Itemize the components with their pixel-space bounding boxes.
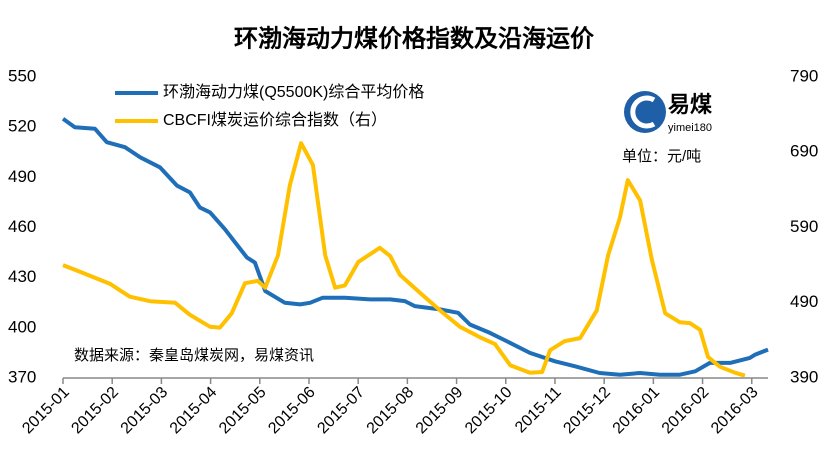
y-tick-label: 460 bbox=[8, 217, 36, 236]
y-tick-label: 370 bbox=[8, 367, 36, 386]
y-tick-label: 400 bbox=[8, 317, 36, 336]
legend-label: CBCFI煤炭运价综合指数（右） bbox=[163, 111, 387, 129]
unit-note: 单位：元/吨 bbox=[622, 148, 701, 165]
y-tick-label: 430 bbox=[8, 267, 36, 286]
x-tick-label: 2015-02 bbox=[68, 384, 122, 438]
x-tick-label: 2015-12 bbox=[560, 384, 614, 438]
y2-tick-label: 690 bbox=[790, 142, 818, 161]
x-tick-label: 2015-01 bbox=[19, 384, 73, 438]
source-note: 数据来源：秦皇岛煤炭网，易煤资讯 bbox=[74, 347, 314, 364]
y2-tick-label: 590 bbox=[790, 217, 818, 236]
x-tick-label: 2015-11 bbox=[512, 384, 565, 437]
legend-label: 环渤海动力煤(Q5500K)综合平均价格 bbox=[163, 83, 424, 101]
y-tick-label: 520 bbox=[8, 117, 36, 136]
x-tick-label: 2015-04 bbox=[167, 384, 221, 438]
y-tick-label: 550 bbox=[8, 66, 36, 85]
logo-text: 易煤 bbox=[668, 92, 712, 117]
x-tick-label: 2016-01 bbox=[610, 384, 664, 438]
x-tick-label: 2016-02 bbox=[659, 384, 713, 438]
chart-title: 环渤海动力煤价格指数及沿海运价 bbox=[234, 24, 595, 52]
x-tick-label: 2015-10 bbox=[462, 384, 516, 438]
x-tick-label: 2015-09 bbox=[413, 384, 467, 438]
x-tick-label: 2015-05 bbox=[216, 384, 270, 438]
x-tick-label: 2015-08 bbox=[364, 384, 418, 438]
y2-tick-label: 490 bbox=[790, 292, 818, 311]
y-tick-label: 490 bbox=[8, 167, 36, 186]
series-line bbox=[62, 141, 746, 378]
x-tick-label: 2015-03 bbox=[118, 384, 172, 438]
series-line bbox=[61, 117, 769, 377]
x-tick-label: 2016-03 bbox=[708, 384, 762, 438]
x-tick-label: 2015-07 bbox=[314, 384, 368, 438]
y2-tick-label: 790 bbox=[790, 66, 818, 85]
logo: 易煤 yimei180 bbox=[624, 91, 712, 134]
y2-tick-label: 390 bbox=[790, 367, 818, 386]
logo-subtext: yimei180 bbox=[668, 122, 712, 134]
logo-icon bbox=[630, 95, 656, 129]
x-tick-label: 2015-06 bbox=[265, 384, 319, 438]
